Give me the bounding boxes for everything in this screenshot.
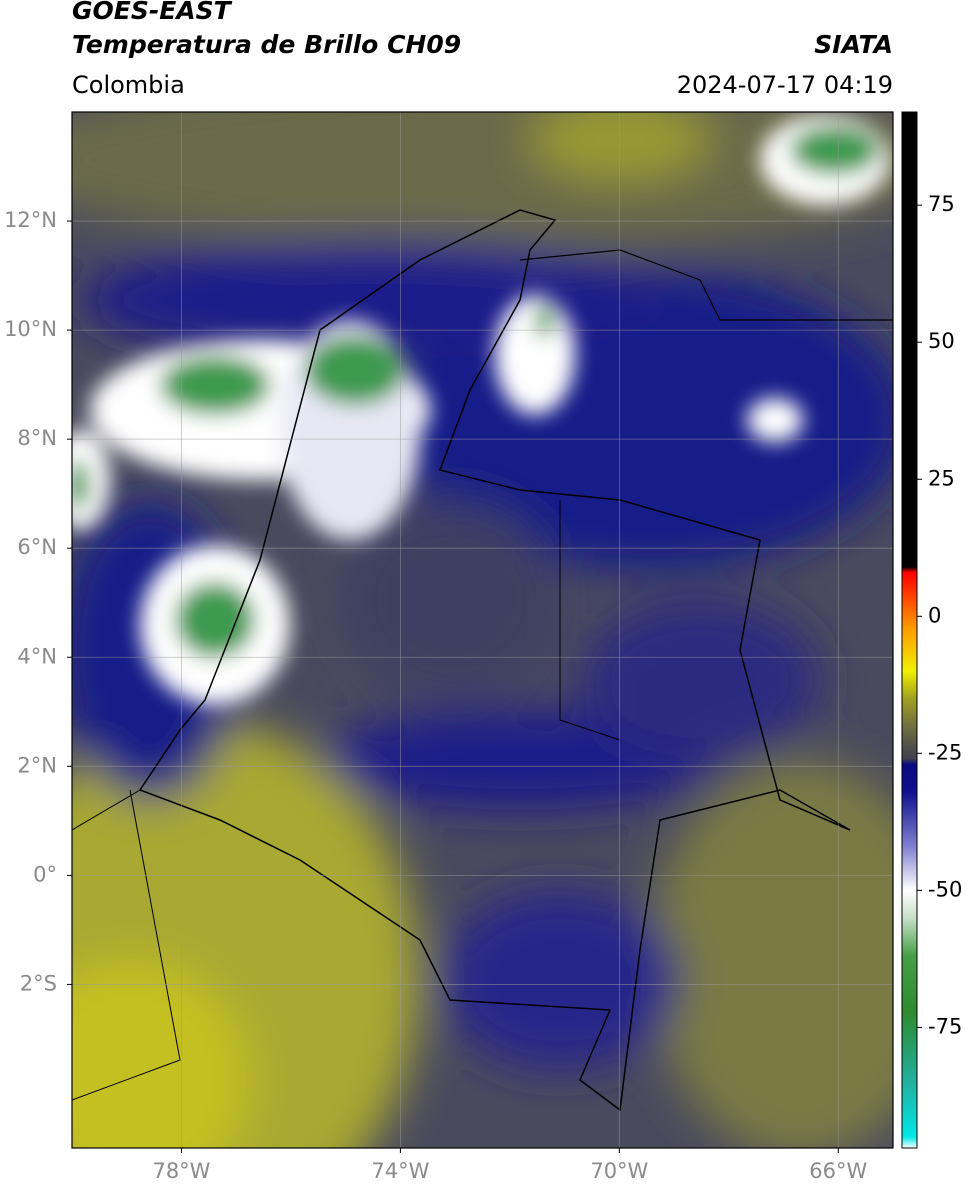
colorbar-tick-label: 50 [928, 329, 955, 353]
x-tick-label: 70°W [590, 1159, 648, 1183]
y-tick-label: 2°N [17, 753, 57, 777]
colorbar-tick-label: 0 [928, 603, 941, 627]
grid [72, 112, 893, 1148]
y-tick-label: 8°N [17, 426, 57, 450]
region: Colombia [72, 71, 185, 99]
title: GOES-EAST [72, 0, 233, 25]
source: SIATA [814, 30, 893, 59]
x-tick-label: 78°W [152, 1159, 210, 1183]
y-tick-label: 12°N [4, 208, 57, 232]
x-tick-label: 66°W [809, 1159, 867, 1183]
x-tick-label: 74°W [371, 1159, 429, 1183]
colorbar-tick-label: -50 [928, 877, 962, 901]
satellite-image [72, 112, 893, 1148]
y-tick-label: 10°N [4, 317, 57, 341]
colorbar-tick-label: -25 [928, 740, 962, 764]
y-tick-label: 6°N [17, 535, 57, 559]
y-tick-label: 4°N [17, 644, 57, 668]
colorbar-tick-label: 75 [928, 192, 955, 216]
subtitle: Temperatura de Brillo CH09 [72, 30, 461, 59]
y-tick-label: 2°S [20, 971, 57, 995]
datetime: 2024-07-17 04:19 [677, 71, 893, 99]
map-frame [71, 111, 894, 1149]
colorbar-tick-label: 25 [928, 466, 955, 490]
colorbar [901, 111, 918, 1149]
colorbar-tick-label: -75 [928, 1014, 962, 1038]
y-tick-label: 0° [33, 862, 57, 886]
